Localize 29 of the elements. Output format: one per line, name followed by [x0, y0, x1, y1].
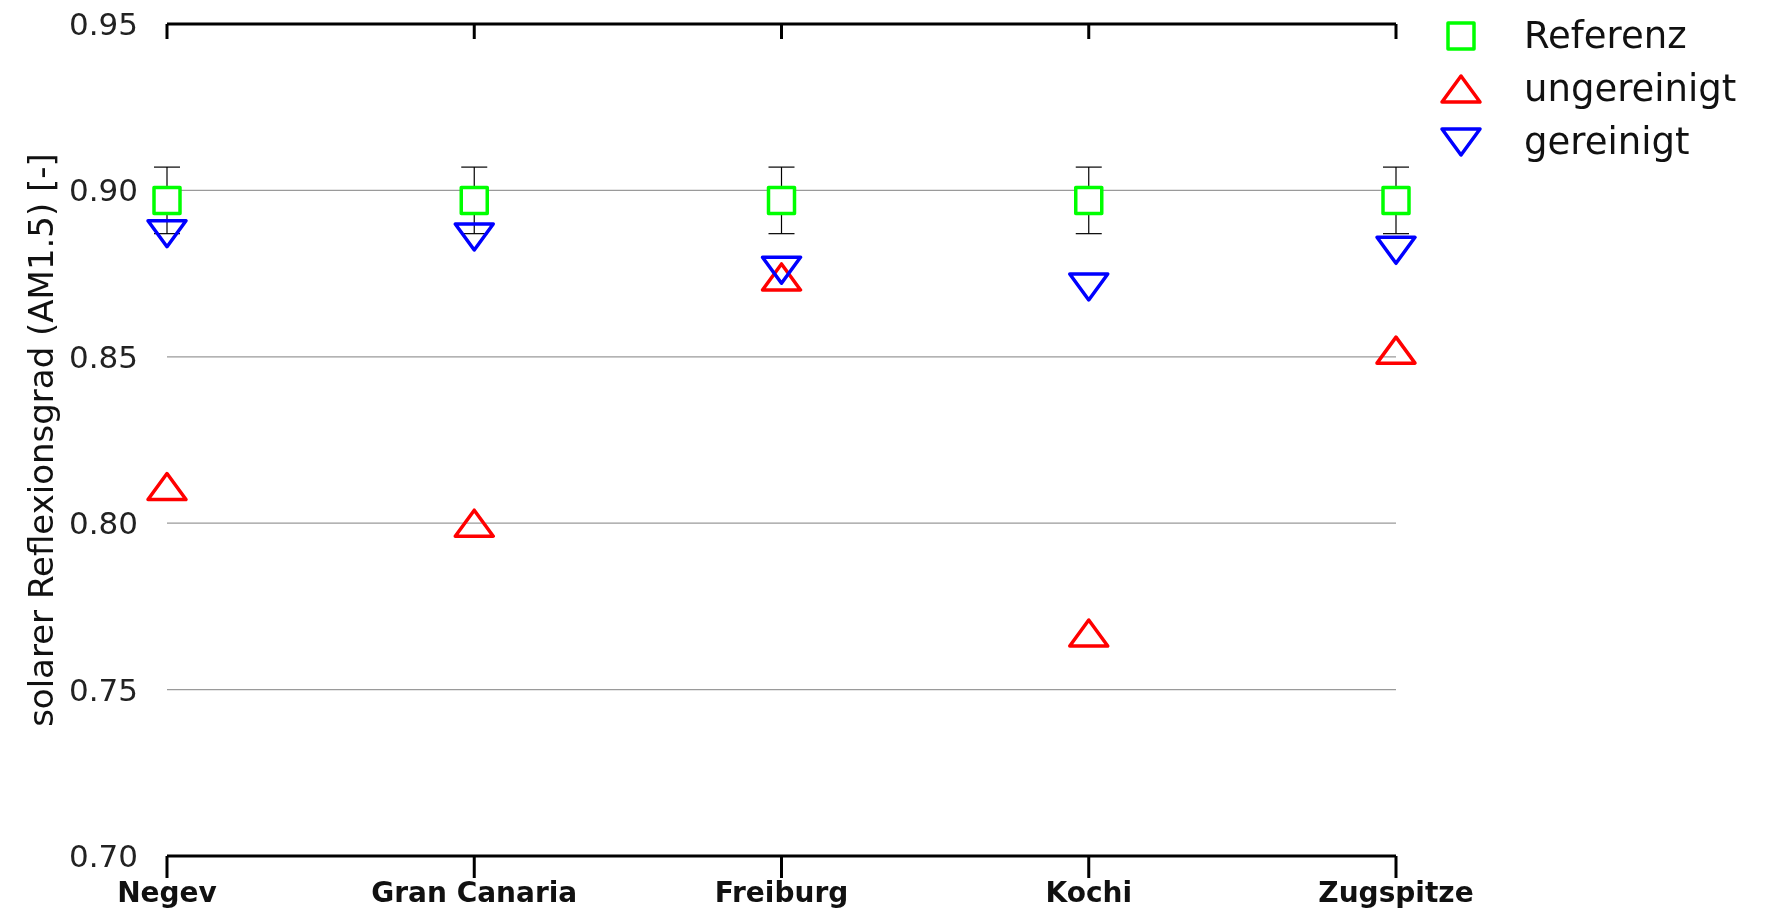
y-tick-label: 0.70	[68, 838, 138, 875]
point	[146, 218, 188, 249]
y-tick-label: 0.85	[68, 338, 138, 375]
point	[766, 185, 797, 216]
point	[1068, 618, 1110, 648]
point	[1375, 335, 1417, 365]
point	[146, 471, 188, 502]
x-tick-label: Gran Canaria	[371, 875, 578, 909]
legend-label: gereinigt	[1524, 120, 1690, 163]
point	[1074, 185, 1104, 216]
point	[459, 185, 489, 216]
legend-label: Referenz	[1524, 14, 1687, 57]
point	[1375, 235, 1417, 266]
point	[760, 255, 803, 286]
y-tick-label: 0.75	[68, 671, 138, 708]
y-tick-label: 0.80	[68, 505, 138, 542]
point	[1381, 185, 1411, 216]
y-axis-title: solarer Reflexionsgrad (AM1.5) [-]	[21, 153, 61, 727]
y-tick-label: 0.90	[68, 172, 138, 209]
point	[152, 185, 182, 216]
x-tick-label: Kochi	[1045, 875, 1133, 909]
y-tick-label: 0.95	[68, 6, 138, 43]
legend-label: ungereinigt	[1524, 67, 1737, 110]
x-tick-label: Negev	[117, 875, 217, 909]
point	[453, 222, 495, 252]
x-tick-label: Freiburg	[714, 875, 849, 909]
x-tick-label: Zugspitze	[1318, 875, 1474, 909]
point	[453, 508, 495, 538]
point	[1068, 272, 1110, 302]
